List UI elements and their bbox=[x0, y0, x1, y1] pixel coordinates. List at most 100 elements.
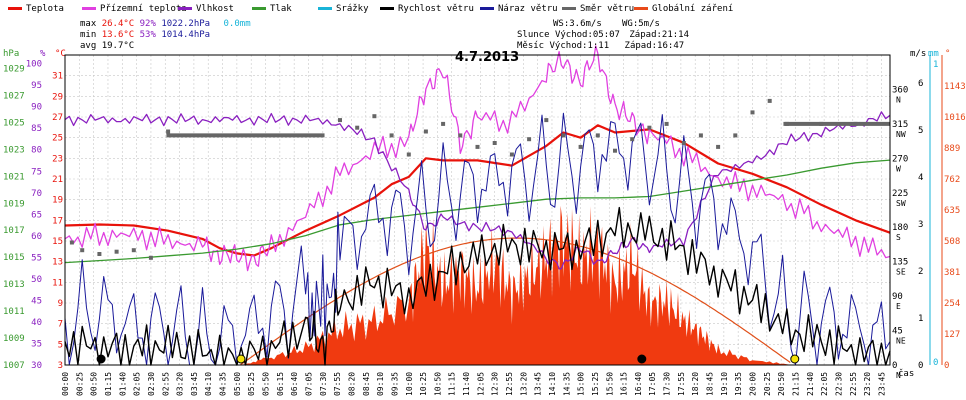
wind-dir-point bbox=[716, 144, 721, 149]
sun-wg: WG:5m/s bbox=[622, 19, 660, 29]
wind-dir-point bbox=[509, 152, 514, 157]
sun-ws: WS:3.6m/s bbox=[553, 19, 602, 29]
wind-dir-point bbox=[544, 118, 549, 123]
axis-tick-time: 08:45 bbox=[362, 372, 371, 396]
axis-tick-time: 21:40 bbox=[806, 372, 815, 396]
axis-tick-press: 1027 bbox=[3, 91, 25, 101]
axis-tick-ms: 5 bbox=[918, 126, 923, 136]
wind-dir-point bbox=[647, 125, 652, 130]
legend-label: Vlhkost bbox=[196, 4, 234, 14]
wind-dir-point bbox=[148, 255, 153, 260]
legend-swatch bbox=[8, 7, 22, 10]
axis-tick-dir: 225 bbox=[892, 189, 908, 199]
axis-tick-time: 12:55 bbox=[505, 372, 514, 396]
axis-tick-dir-letter: S bbox=[896, 233, 901, 242]
axes-layer: hPa% °C1029102710251023102110191017101510… bbox=[3, 49, 966, 396]
axis-tick-press: 1007 bbox=[3, 361, 25, 371]
axis-tick-rad: 762 bbox=[944, 175, 960, 185]
axis-tick-ms: 0 bbox=[918, 361, 923, 371]
stat-max-temp: 26.4°C bbox=[101, 19, 135, 29]
axis-tick-time: 06:40 bbox=[290, 372, 299, 396]
axis-tick-time: 10:25 bbox=[419, 372, 428, 396]
legend-label: Náraz větru bbox=[498, 4, 558, 14]
axis-tick-temp: 21 bbox=[52, 175, 63, 185]
wind-dir-point bbox=[750, 110, 755, 115]
wind-dir-point bbox=[561, 133, 566, 138]
axis-tick-time: 00:50 bbox=[90, 372, 99, 396]
stat-avg-row: avg 19.7°C bbox=[80, 41, 134, 51]
axis-tick-press: 1029 bbox=[3, 64, 25, 74]
axis-tick-dir: 360 bbox=[892, 85, 908, 95]
wind-dir-point bbox=[527, 137, 532, 142]
series-line bbox=[64, 124, 891, 257]
axis-tick-dir-letter: SE bbox=[896, 268, 906, 277]
marker-sunset bbox=[790, 354, 800, 364]
axis-tick-dir-letter: NW bbox=[896, 130, 906, 139]
axis-tick-time: 22:05 bbox=[820, 372, 829, 396]
axis-tick-press: 1009 bbox=[3, 334, 25, 344]
marker-moon-rise bbox=[96, 354, 106, 364]
axis-unit-press: hPa bbox=[3, 49, 19, 59]
axis-tick-ms: 2 bbox=[918, 267, 923, 277]
axis-tick-time: 18:20 bbox=[691, 372, 700, 396]
axis-tick-time: 15:50 bbox=[605, 372, 614, 396]
axis-tick-time: 16:40 bbox=[634, 372, 643, 396]
wind-dir-point bbox=[630, 137, 635, 142]
axis-tick-pct: 80 bbox=[31, 146, 42, 156]
axis-tick-mm: 1 bbox=[933, 60, 938, 70]
axis-tick-temp: 31 bbox=[52, 72, 63, 82]
wind-dir-point bbox=[492, 141, 497, 145]
marker-sunrise bbox=[236, 354, 246, 364]
wind-dir-point bbox=[97, 252, 102, 256]
axis-tick-dir-letter: E bbox=[896, 302, 901, 311]
axis-tick-temp: 11 bbox=[52, 278, 63, 288]
axis-unit-temp: °C bbox=[55, 49, 66, 59]
axis-tick-pct: 90 bbox=[31, 103, 42, 113]
wind-dir-point bbox=[681, 141, 686, 145]
axis-tick-pct: 50 bbox=[31, 275, 42, 285]
axis-tick-ms: 4 bbox=[918, 173, 923, 183]
legend-label: Rychlost větru bbox=[398, 4, 474, 14]
axis-tick-time: 00:00 bbox=[61, 372, 70, 396]
wind-dir-steady-bar bbox=[166, 133, 325, 138]
axis-tick-pct: 95 bbox=[31, 81, 42, 91]
axis-tick-temp: 3 bbox=[58, 361, 63, 371]
legend-label: Tlak bbox=[270, 4, 292, 14]
axis-tick-time: 03:45 bbox=[190, 372, 199, 396]
axis-tick-temp: 15 bbox=[52, 237, 63, 247]
sun-set: Západ:21:14 bbox=[629, 30, 689, 40]
wind-dir-point bbox=[578, 144, 583, 149]
axis-tick-rad: 127 bbox=[944, 330, 960, 340]
axis-tick-time: 20:00 bbox=[749, 372, 758, 396]
axis-tick-rad: 508 bbox=[944, 237, 960, 247]
axis-tick-press: 1023 bbox=[3, 145, 25, 155]
axis-tick-pct: 100 bbox=[26, 60, 42, 70]
stat-min-hum: 53% bbox=[139, 30, 156, 40]
axis-tick-press: 1019 bbox=[3, 199, 25, 209]
axis-tick-time: 08:20 bbox=[347, 372, 356, 396]
axis-tick-press: 1021 bbox=[3, 172, 25, 182]
axis-tick-rad: 381 bbox=[944, 268, 960, 278]
stat-avg-label: avg bbox=[80, 41, 97, 51]
axis-unit-dir: ° bbox=[945, 49, 950, 59]
wind-speed-line bbox=[64, 206, 891, 366]
axis-tick-rad: 635 bbox=[944, 206, 960, 216]
axis-tick-time: 15:25 bbox=[591, 372, 600, 396]
wind-dir-point bbox=[458, 133, 463, 138]
axis-tick-time: 11:40 bbox=[462, 372, 471, 396]
legend-swatch bbox=[480, 7, 494, 10]
axis-tick-dir-letter: SW bbox=[896, 199, 906, 208]
axis-tick-temp: 7 bbox=[58, 320, 63, 330]
axis-tick-time: 06:15 bbox=[276, 372, 285, 396]
axis-tick-time: 01:15 bbox=[104, 372, 113, 396]
legend-label: Srážky bbox=[336, 4, 369, 14]
axis-unit-time: čas bbox=[898, 368, 914, 379]
series-line bbox=[64, 45, 891, 272]
axis-tick-rad: 889 bbox=[944, 144, 960, 154]
axis-tick-press: 1013 bbox=[3, 280, 25, 290]
axis-tick-time: 04:35 bbox=[219, 372, 228, 396]
stat-max-label: max bbox=[80, 19, 97, 29]
moon-rise: Východ:1:11 bbox=[549, 41, 610, 51]
axis-tick-time: 10:50 bbox=[433, 372, 442, 396]
